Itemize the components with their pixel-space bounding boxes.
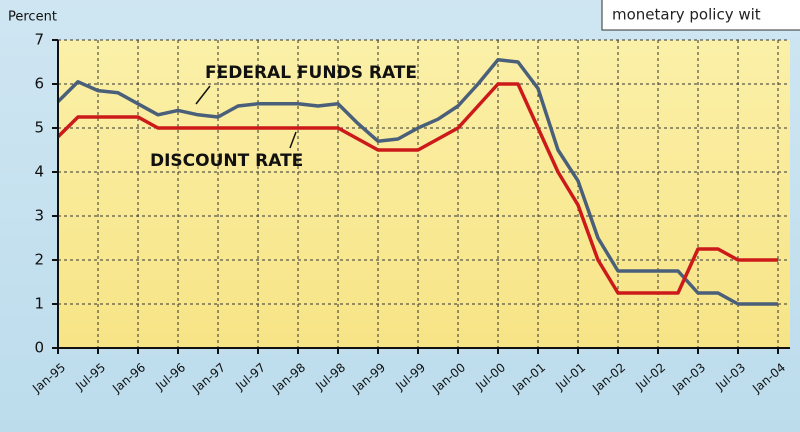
y-tick-label: 5: [34, 119, 44, 137]
series-label: FEDERAL FUNDS RATE: [205, 63, 417, 83]
series-line: [56, 82, 778, 295]
y-axis-label: Percent: [8, 10, 57, 25]
arrow: [195, 85, 211, 105]
arrow: [289, 131, 297, 149]
y-tick-label: 4: [34, 163, 44, 181]
y-tick-label: 0: [34, 339, 44, 357]
note-box: [601, 0, 800, 31]
y-tick-label: 1: [34, 295, 44, 313]
y-tick-label: 6: [34, 75, 44, 93]
lines: [56, 58, 778, 306]
plot-area: [58, 40, 790, 348]
y-tick-label: 7: [34, 31, 44, 49]
series-line: [56, 58, 778, 306]
note: monetary policy wit: [612, 6, 761, 24]
series-label: DISCOUNT RATE: [150, 151, 303, 171]
y-tick-label: 2: [34, 251, 44, 269]
y-tick-label: 3: [34, 207, 44, 225]
